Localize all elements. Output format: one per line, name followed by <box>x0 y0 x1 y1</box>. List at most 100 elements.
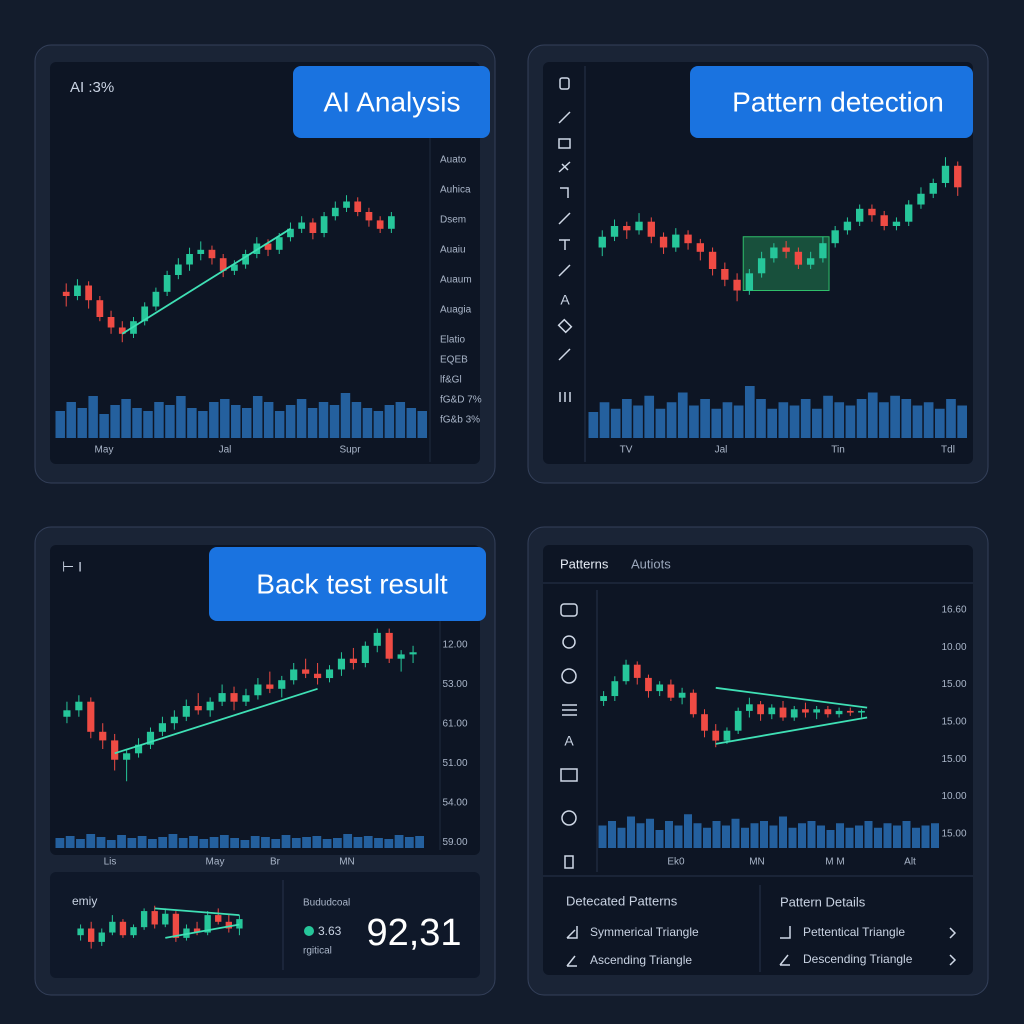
candle-body <box>275 237 283 250</box>
volume-bar <box>291 838 301 848</box>
candle-body <box>610 226 619 237</box>
list-title: Pattern Details <box>780 894 866 909</box>
tool-icon[interactable] <box>559 77 570 90</box>
candle-body <box>689 692 697 715</box>
candle-body <box>635 221 643 231</box>
volume-bar <box>261 837 270 848</box>
volume-bar <box>230 838 239 848</box>
status-dot <box>304 926 314 936</box>
candle-body <box>266 684 274 689</box>
corner-label: ⊢ I <box>62 559 82 575</box>
list-icon <box>566 926 578 939</box>
volume-bar <box>417 411 427 438</box>
candle-body <box>151 911 158 925</box>
volume-bar <box>281 835 291 848</box>
volume-bar <box>912 405 923 438</box>
tool-icon[interactable] <box>557 318 573 334</box>
volume-bar <box>598 825 607 848</box>
tool-text[interactable]: A <box>560 292 570 308</box>
trend-line <box>121 228 291 335</box>
volume-bar <box>741 827 749 848</box>
candle-body <box>302 669 310 674</box>
candle-body <box>231 264 238 271</box>
y-tick-label: 54.00 <box>442 798 467 809</box>
side-label: Dsem <box>440 215 466 226</box>
candle-body <box>152 291 160 307</box>
tool-icon[interactable] <box>559 392 571 402</box>
tool-icon[interactable] <box>560 768 578 782</box>
tab[interactable]: Patterns <box>560 556 609 571</box>
y-tick-label: 10.00 <box>941 642 966 653</box>
x-tick-label: May <box>206 857 225 868</box>
x-tick-label: Jal <box>715 445 728 456</box>
candle-body <box>622 664 630 682</box>
volume-bar <box>636 823 645 848</box>
y-tick-label: 53.00 <box>442 679 467 690</box>
volume-bar <box>209 837 219 848</box>
tool-text[interactable]: A <box>564 733 574 749</box>
tool-icon[interactable] <box>562 704 577 716</box>
candle-body <box>172 913 180 938</box>
tool-icon[interactable] <box>558 138 571 149</box>
volume-bar <box>318 402 329 438</box>
candle-body <box>98 932 105 942</box>
candle-body <box>62 291 70 296</box>
tab[interactable]: Autiots <box>631 556 671 571</box>
volume-bar <box>363 836 373 848</box>
volume-bar <box>394 835 404 848</box>
volume-bar <box>845 405 856 438</box>
side-label: fG&D 7% <box>440 395 482 406</box>
list-icon <box>780 926 791 939</box>
tool-icon[interactable] <box>558 348 571 361</box>
toolbar: A <box>557 77 573 402</box>
volume-bar <box>902 821 911 848</box>
tool-icon[interactable] <box>562 635 576 649</box>
volume-bar <box>176 396 186 438</box>
candle-body <box>162 913 169 925</box>
candle-body <box>721 269 729 280</box>
candle-body <box>733 279 741 291</box>
y-tick-label: 15.00 <box>941 828 966 839</box>
volume-bar <box>252 396 263 438</box>
tool-icon[interactable] <box>559 239 570 250</box>
x-tick-label: Ek0 <box>667 857 685 868</box>
candle-body <box>600 696 607 701</box>
candle-body <box>204 915 211 933</box>
candle-body <box>701 714 708 731</box>
candle-body <box>88 928 95 942</box>
candle-body <box>134 744 143 754</box>
tool-icon[interactable] <box>560 187 569 198</box>
chevron[interactable] <box>949 954 957 966</box>
volume-bar <box>343 834 353 848</box>
tool-icon[interactable] <box>561 810 577 826</box>
volume-bar <box>302 837 311 848</box>
candle-body <box>218 693 226 702</box>
tool-icon[interactable] <box>558 161 571 173</box>
volume-bar <box>627 816 635 848</box>
candle-body <box>130 927 137 936</box>
candle-body <box>672 234 680 248</box>
tool-icon[interactable] <box>558 264 571 277</box>
tool-icon[interactable] <box>561 668 577 684</box>
candle-body <box>656 684 664 692</box>
volume-bar <box>845 827 854 848</box>
pattern-item: Symmerical Triangle <box>590 925 699 939</box>
volume-bar <box>117 835 126 848</box>
candle-body <box>182 706 190 717</box>
volume-bar <box>864 821 873 848</box>
candle-body <box>85 285 92 301</box>
chevron[interactable] <box>949 927 957 939</box>
tool-icon[interactable] <box>560 603 578 617</box>
tool-icon[interactable] <box>558 111 571 124</box>
candle-body <box>684 234 692 244</box>
candle-body <box>397 654 405 659</box>
volume-bar <box>384 839 394 848</box>
candle-body <box>794 251 803 265</box>
candle-body <box>242 254 249 265</box>
tool-icon[interactable] <box>558 212 571 225</box>
candle-body <box>782 247 790 252</box>
candle-body <box>598 236 606 248</box>
volume-bar <box>823 395 833 438</box>
tool-icon[interactable] <box>564 855 574 869</box>
